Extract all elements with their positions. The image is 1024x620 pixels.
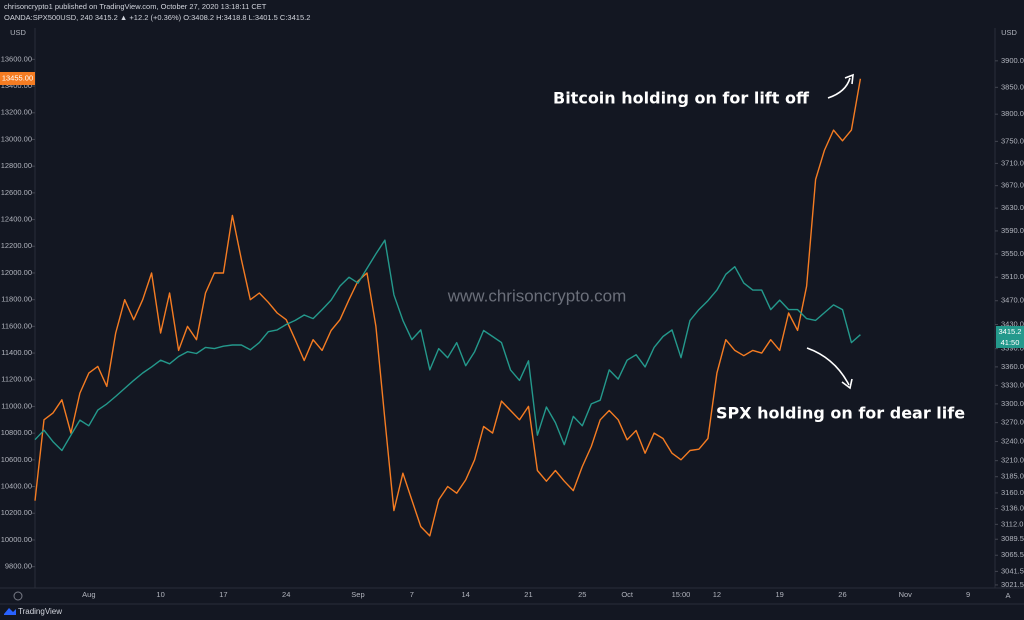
x-tick-label: 10 [156,590,164,599]
price-tag-label: 13455.00 [2,73,33,82]
y-tick-label: 12000.00 [1,268,32,277]
auto-scale-button[interactable]: A [1005,591,1010,600]
y2-tick-label: 3590.0 [1001,226,1024,235]
footer-brand: TradingView [18,607,62,616]
x-tick-label: 15:00 [672,590,691,599]
y-tick-label: 13400.00 [1,81,32,90]
y2-tick-label: 3160.0 [1001,488,1024,497]
y2-tick-label: 3360.0 [1001,362,1024,371]
y-tick-label: 10800.00 [1,428,32,437]
y-tick-label: 10000.00 [1,535,32,544]
x-tick-label: 7 [410,590,414,599]
y-tick-label: 11600.00 [1,321,32,330]
y2-tick-label: 3210.0 [1001,456,1024,465]
arrow-head [841,378,853,390]
x-tick-label: 24 [282,590,290,599]
header-symbol: OANDA:SPX500USD, 240 3415.2 ▲ +12.2 (+0.… [4,13,310,22]
price-tag-label: 3415.2 [999,327,1022,336]
y2-tick-label: 3900.0 [1001,56,1024,65]
y2-tick-label: 3750.0 [1001,136,1024,145]
y-tick-label: 10600.00 [1,455,32,464]
y-tick-label: 12600.00 [1,188,32,197]
y2-tick-label: 3430.0 [1001,320,1024,329]
x-tick-label: 12 [713,590,721,599]
x-tick-label: Aug [82,590,95,599]
y2-tick-label: 3136.0 [1001,504,1024,513]
y2-tick-label: 3390.0 [1001,344,1024,353]
y-tick-label: 11400.00 [1,348,32,357]
y2-tick-label: 3710.0 [1001,158,1024,167]
x-tick-label: 14 [461,590,469,599]
plot-area: 9800.00 10000.00 10200.00 10400.00 10600.00 1… [1,54,1024,599]
series-line [34,78,862,537]
y-tick-label: 11000.00 [1,401,32,410]
annotation: SPX holding on for dear life [716,404,965,423]
watermark: www.chrisoncrypto.com [447,286,627,305]
y2-tick-label: 3112.0 [1001,519,1023,528]
y-tick-label: 12200.00 [1,241,32,250]
settings-icon[interactable] [13,591,23,601]
left-axis-unit: USD [10,28,26,37]
arrow [806,347,850,386]
y-tick-label: 11800.00 [1,295,32,304]
y2-tick-label: 3065.5 [1001,550,1024,559]
y2-tick-label: 3630.0 [1001,203,1024,212]
x-tick-label: Nov [899,590,913,599]
header-title: chrisoncrypto1 published on TradingView.… [4,2,267,11]
y-tick-label: 11200.00 [1,375,32,384]
arrow [827,77,851,99]
arrow-head [844,73,854,85]
x-tick-label: 9 [966,590,970,599]
x-tick-label: 26 [838,590,846,599]
price-tag [996,326,1024,348]
y2-tick-label: 3670.0 [1001,181,1024,190]
y2-tick-label: 3330.0 [1001,380,1024,389]
y-tick-label: 13200.00 [1,108,32,117]
y-tick-label: 12400.00 [1,215,32,224]
y2-tick-label: 3041.5 [1001,566,1024,575]
y2-tick-label: 3470.0 [1001,296,1024,305]
x-tick-label: Oct [621,590,634,599]
logo [4,608,16,615]
y-tick-label: 10400.00 [1,482,32,491]
y2-tick-label: 3270.0 [1001,418,1024,427]
y2-tick-label: 3240.0 [1001,437,1024,446]
annotation: Bitcoin holding on for lift off [553,89,810,108]
x-tick-label: 19 [776,590,784,599]
right-axis-unit: USD [1001,28,1017,37]
y2-tick-label: 3800.0 [1001,109,1024,118]
y2-tick-label: 3185.0 [1001,472,1024,481]
y2-tick-label: 3510.0 [1001,272,1024,281]
y-tick-label: 13600.00 [1,54,32,63]
y2-tick-label: 3089.5 [1001,534,1024,543]
x-tick-label: Sep [351,590,364,599]
y2-tick-label: 3550.0 [1001,249,1024,258]
price-tag [0,72,35,85]
y-tick-label: 10200.00 [1,508,32,517]
y2-tick-label: 3850.0 [1001,82,1024,91]
countdown-label: 41:50 [1001,338,1020,347]
y2-tick-label: 3021.5 [1001,580,1024,589]
x-tick-label: 25 [578,590,586,599]
y-tick-label: 9800.00 [5,562,32,571]
x-tick-label: 21 [524,590,532,599]
x-tick-label: 17 [219,590,227,599]
y-tick-label: 13000.00 [1,134,32,143]
y2-tick-label: 3300.0 [1001,399,1024,408]
y-tick-label: 12800.00 [1,161,32,170]
series-line [34,239,861,452]
